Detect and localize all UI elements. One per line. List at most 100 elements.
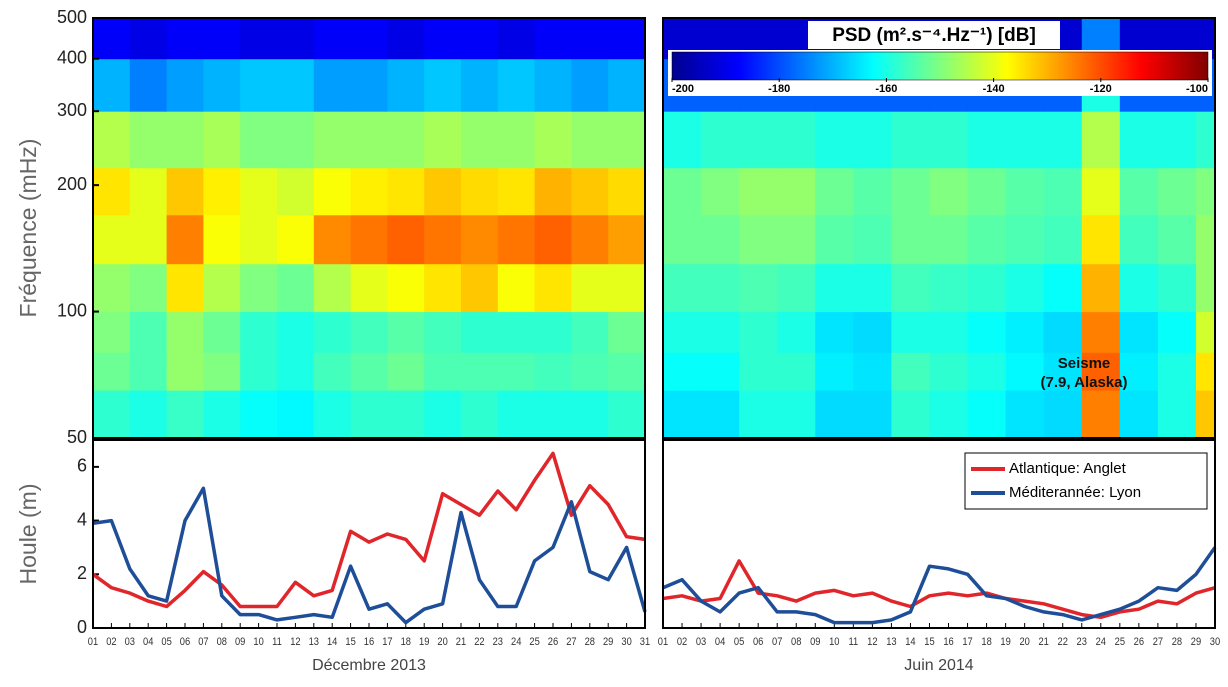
heatmap-cell	[93, 390, 131, 439]
heatmap-cell	[1005, 111, 1045, 169]
heatmap-cell	[739, 352, 778, 391]
heatmap-cell	[277, 352, 315, 391]
heatmap-cell	[93, 311, 131, 353]
heatmap-cell	[571, 263, 609, 313]
x-tick-label: 22	[474, 636, 485, 648]
heatmap-cell	[1195, 263, 1216, 313]
heatmap-cell	[240, 390, 278, 439]
heatmap-cell	[387, 390, 425, 439]
heatmap-cell	[663, 352, 702, 391]
heatmap-cell	[387, 311, 425, 353]
colorbar-tick-label: -140	[983, 83, 1005, 95]
x-tick-label: 19	[1000, 636, 1011, 648]
heatmap-cell	[461, 390, 499, 439]
heatmap-cell	[1043, 311, 1083, 353]
x-tick-label: 20	[437, 636, 448, 648]
heatmap-cell	[166, 18, 204, 60]
heatmap-cell	[701, 390, 740, 439]
heatmap-cell	[739, 167, 778, 216]
heatmap-cell	[1195, 311, 1216, 353]
heatmap-cell	[1195, 390, 1216, 439]
heatmap-cell	[1195, 18, 1216, 60]
heatmap-cell	[350, 263, 388, 313]
heatmap-cell	[739, 263, 778, 313]
heatmap-cell	[350, 58, 388, 112]
heatmap-cell	[1005, 390, 1045, 439]
colorbar-tick-label: -120	[1090, 83, 1112, 95]
x-tick-label: 27	[1153, 636, 1164, 648]
heatmap-cell	[1119, 111, 1159, 169]
heatmap-cell	[497, 111, 536, 169]
heatmap-cell	[240, 167, 278, 216]
heatmap-cell	[424, 18, 462, 60]
heatmap-cell	[93, 167, 131, 216]
y-tick-label: 100	[57, 300, 87, 320]
y-tick-label: 400	[57, 47, 87, 67]
x-tick-label: 19	[419, 636, 430, 648]
x-tick-label: 05	[161, 636, 172, 648]
x-tick-label: 11	[849, 636, 859, 648]
heatmap-cell	[663, 111, 702, 169]
heatmap-cell	[313, 111, 352, 169]
heatmap-cell	[1081, 214, 1121, 265]
heatmap-cell	[424, 311, 462, 353]
heatmap-cell	[277, 167, 315, 216]
heatmap-cell	[203, 390, 241, 439]
heatmap-cell	[166, 352, 204, 391]
heatmap-cell	[387, 58, 425, 112]
x-tick-label: 18	[401, 636, 412, 648]
x-tick-label: 27	[566, 636, 577, 648]
heatmap-cell	[967, 352, 1007, 391]
heatmap-cell	[608, 167, 646, 216]
heatmap-cell	[815, 167, 854, 216]
legend-box	[964, 452, 1208, 510]
colorbar-tick-label: -160	[875, 83, 897, 95]
heatmap-cell	[387, 352, 425, 391]
line-series	[662, 546, 1217, 625]
x-tick-label: 09	[235, 636, 246, 648]
heatmap-cell	[929, 390, 969, 439]
heatmap-cell	[534, 58, 572, 112]
x-tick-label: 30	[1210, 636, 1221, 648]
y-axis-label: Houle (m)	[15, 484, 41, 585]
x-tick-label: 02	[677, 636, 688, 648]
heatmap-cell	[313, 263, 352, 313]
heatmap-cell	[1043, 214, 1083, 265]
x-tick-label: 28	[585, 636, 596, 648]
heatmap-cell	[93, 111, 131, 169]
heatmap-cell	[497, 18, 536, 60]
x-tick-label: 29	[603, 636, 614, 648]
heatmap-cell	[701, 214, 740, 265]
x-tick-label: 08	[217, 636, 228, 648]
x-tick-label: 17	[382, 636, 393, 648]
heatmap-cell	[277, 214, 315, 265]
heatmap-cell	[534, 390, 572, 439]
x-tick-label: 07	[772, 636, 783, 648]
heatmap-cell	[967, 111, 1007, 169]
heatmap-cell	[967, 390, 1007, 439]
x-tick-label: 22	[1058, 636, 1069, 648]
heatmap-cell	[93, 18, 131, 60]
heatmap-cell	[313, 167, 352, 216]
colorbar-title-box	[808, 21, 1060, 49]
heatmap-cell	[1157, 390, 1197, 439]
heatmap-cell	[1043, 263, 1083, 313]
heatmap-cell	[1081, 263, 1121, 313]
heatmap-cell	[1005, 167, 1045, 216]
annotation: Seisme	[1058, 355, 1111, 372]
x-tick-label: 16	[943, 636, 954, 648]
heatmap-cell	[1195, 352, 1216, 391]
heatmap-cell	[497, 214, 536, 265]
x-tick-label: 06	[180, 636, 191, 648]
heatmap-cell	[277, 111, 315, 169]
heatmap-cell	[1119, 263, 1159, 313]
heatmap-cell	[608, 390, 646, 439]
heatmap-cell	[608, 214, 646, 265]
heatmap-cell	[815, 311, 854, 353]
heatmap-cell	[129, 58, 168, 112]
heatmap-cell	[1119, 214, 1159, 265]
y-axis-label: Fréquence (mHz)	[15, 139, 41, 318]
heatmap-cell	[387, 111, 425, 169]
heatmap-cell	[534, 167, 572, 216]
heatmap-cell	[608, 352, 646, 391]
